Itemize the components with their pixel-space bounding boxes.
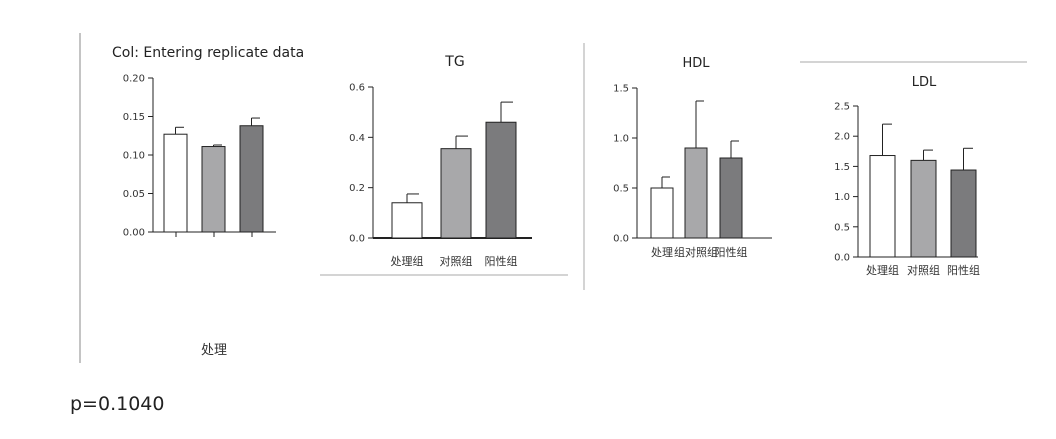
- bar: [869, 155, 896, 258]
- bar: [391, 202, 423, 239]
- category-label: 处理组: [866, 263, 899, 277]
- y-tick-label: 0.15: [123, 112, 145, 123]
- category-label: 阳性组: [947, 263, 980, 277]
- y-tick-label: 0.6: [349, 83, 365, 94]
- y-tick-label: 2.5: [834, 102, 850, 113]
- category-label: 处理组: [391, 254, 424, 268]
- y-tick-label: 1.5: [834, 162, 850, 173]
- bar: [910, 159, 937, 258]
- bar: [485, 121, 517, 239]
- category-label: 处理: [651, 246, 673, 259]
- y-tick-label: 0.0: [834, 253, 850, 264]
- bottom-category-label: 处理: [201, 343, 228, 358]
- y-tick-label: 0.4: [349, 133, 365, 144]
- category-label: 阳性组: [715, 245, 748, 259]
- y-tick-label: 0.00: [123, 228, 145, 239]
- y-tick-label: 0.2: [349, 183, 365, 194]
- y-tick-label: 2.0: [834, 132, 850, 143]
- y-tick-label: 0.0: [613, 234, 629, 245]
- y-tick-label: 0.20: [123, 74, 145, 85]
- bar: [201, 146, 226, 233]
- y-tick-label: 0.05: [123, 189, 145, 200]
- bar: [684, 147, 708, 239]
- bar: [440, 148, 472, 239]
- y-tick-label: 1.0: [834, 192, 850, 203]
- p-value-text: p=0.1040: [70, 393, 165, 415]
- bar: [163, 133, 188, 233]
- bar: [950, 169, 977, 258]
- category-label: 对照组: [440, 254, 473, 268]
- y-tick-label: 1.0: [613, 134, 629, 145]
- chart-panel-1: Col: Entering replicate data 0.00 0.05 0.10…: [112, 45, 304, 239]
- chart-panel-4: LDL 0.0 0.5 1.0 1.5 2.0 2.5 处理组 对照组 阳性组: [834, 75, 980, 277]
- y-tick-label: 0.10: [123, 151, 145, 162]
- chart-title: HDL: [682, 56, 710, 71]
- category-label: 对照组: [907, 263, 940, 277]
- chart-title: LDL: [912, 75, 937, 90]
- bar: [239, 125, 264, 233]
- category-label: 组对照组: [674, 245, 718, 259]
- bar: [650, 187, 674, 239]
- y-tick-label: 0.0: [349, 234, 365, 245]
- y-tick-label: 1.5: [613, 84, 629, 95]
- y-tick-label: 0.5: [613, 184, 629, 195]
- y-tick-label: 0.5: [834, 222, 850, 233]
- bar: [719, 157, 743, 239]
- category-label: 阳性组: [485, 254, 518, 268]
- chart-title: TG: [444, 54, 464, 70]
- chart-title: Col: Entering replicate data: [112, 45, 304, 61]
- chart-panel-2: TG 0.0 0.2 0.4 0.6 处理组 对照组 阳性组: [349, 54, 532, 268]
